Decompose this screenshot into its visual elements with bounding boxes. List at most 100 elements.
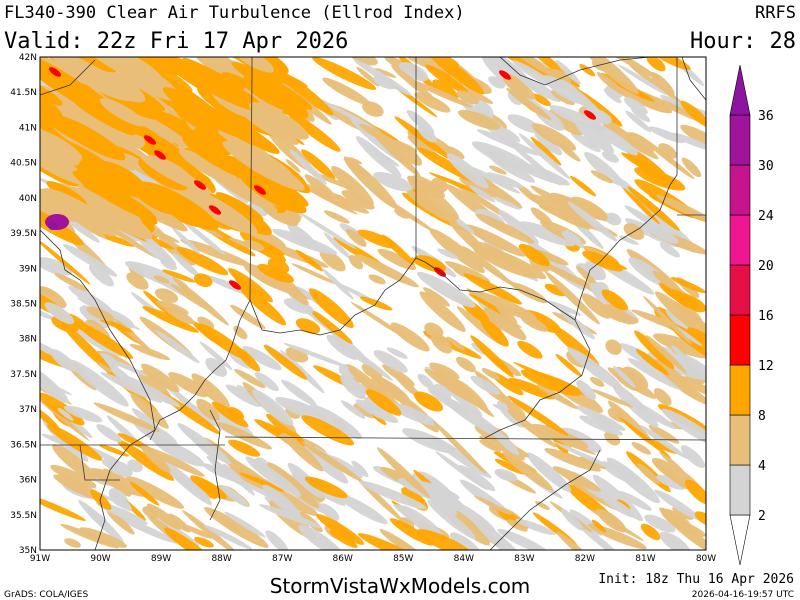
- turbulence-streak: [373, 75, 398, 90]
- colorbar-segment: [729, 114, 751, 166]
- turbulence-streak: [357, 229, 398, 249]
- turbulence-streak: [659, 242, 680, 258]
- turbulence-streak: [79, 527, 128, 548]
- turbulence-streak: [671, 345, 690, 363]
- turbulence-streak: [225, 384, 262, 408]
- colorbar-segment: [729, 314, 751, 366]
- turbulence-streak: [90, 468, 149, 497]
- turbulence-streak: [653, 388, 672, 406]
- turbulence-streak: [355, 399, 399, 424]
- turbulence-streak: [50, 464, 97, 489]
- turbulence-streak: [228, 439, 261, 457]
- turbulence-streak: [494, 301, 518, 325]
- turbulence-streak: [348, 255, 364, 270]
- turbulence-streak: [486, 172, 524, 189]
- turbulence-streak: [544, 448, 601, 472]
- turbulence-streak: [222, 141, 305, 191]
- turbulence-streak: [651, 57, 691, 71]
- turbulence-streak: [659, 531, 691, 550]
- turbulence-streak: [642, 295, 693, 345]
- lat-label: 41N: [19, 123, 37, 133]
- turbulence-core: [499, 70, 511, 80]
- turbulence-streak: [655, 194, 706, 223]
- turbulence-streak: [172, 252, 202, 279]
- turbulence-streak: [476, 213, 535, 244]
- turbulence-streak: [93, 402, 160, 432]
- turbulence-streak: [137, 234, 170, 263]
- turbulence-streak: [458, 465, 496, 492]
- credit: GrADS: COLA/IGES: [4, 590, 88, 600]
- turbulence-streak: [162, 87, 249, 139]
- turbulence-streak: [365, 389, 402, 416]
- turbulence-streak: [60, 523, 119, 549]
- turbulence-streak: [283, 298, 314, 314]
- turbulence-streak: [298, 212, 357, 250]
- turbulence-streak: [489, 165, 507, 175]
- turbulence-streak: [645, 335, 687, 374]
- turbulence-streak: [416, 528, 475, 550]
- turbulence-streak: [353, 403, 377, 419]
- turbulence-streak: [429, 362, 460, 380]
- map-title: FL340-390 Clear Air Turbulence (Ellrod I…: [4, 3, 465, 23]
- turbulence-streak: [545, 271, 600, 325]
- lon-label: 90W: [90, 554, 110, 564]
- turbulence-streak: [180, 523, 214, 539]
- turbulence-streak: [456, 90, 479, 105]
- turbulence-streak: [576, 380, 597, 400]
- turbulence-streak: [245, 456, 302, 497]
- turbulence-streak: [64, 217, 100, 243]
- turbulence-streak: [517, 340, 543, 359]
- turbulence-streak: [411, 80, 473, 108]
- turbulence-streak: [430, 333, 453, 354]
- turbulence-streak: [326, 334, 358, 360]
- turbulence-streak: [96, 362, 113, 373]
- colorbar-segment: [729, 364, 751, 416]
- turbulence-streak: [130, 482, 160, 506]
- turbulence-streak: [446, 336, 465, 351]
- turbulence-streak: [673, 374, 706, 400]
- turbulence-streak: [41, 188, 119, 236]
- turbulence-streak: [550, 90, 575, 106]
- turbulence-streak: [406, 109, 435, 134]
- turbulence-streak: [531, 123, 577, 151]
- turbulence-streak: [661, 408, 706, 448]
- turbulence-streak: [184, 57, 233, 73]
- turbulence-streak: [425, 64, 469, 94]
- turbulence-streak: [536, 384, 578, 409]
- turbulence-streak: [584, 151, 623, 186]
- lon-label: 91W: [30, 554, 50, 564]
- turbulence-streak: [635, 349, 669, 376]
- turbulence-core: [254, 185, 266, 195]
- turbulence-core: [48, 222, 58, 230]
- turbulence-streak: [139, 181, 219, 231]
- turbulence-streak: [285, 159, 301, 173]
- turbulence-streak: [519, 314, 548, 332]
- turbulence-streak: [46, 424, 103, 461]
- colorbar-label: 16: [758, 309, 774, 324]
- turbulence-streak: [40, 305, 60, 322]
- turbulence-streak: [534, 131, 563, 156]
- turbulence-streak: [385, 401, 438, 426]
- turbulence-streak: [40, 362, 69, 404]
- turbulence-streak: [669, 519, 706, 537]
- turbulence-streak: [361, 363, 383, 379]
- turbulence-streak: [169, 283, 206, 309]
- turbulence-streak: [262, 484, 302, 519]
- turbulence-streak: [142, 446, 205, 477]
- turbulence-streak: [319, 503, 340, 521]
- turbulence-streak: [548, 109, 583, 136]
- turbulence-streak: [373, 375, 410, 402]
- turbulence-streak: [323, 232, 351, 259]
- turbulence-streak: [74, 321, 134, 359]
- turbulence-streak: [40, 132, 80, 166]
- turbulence-streak: [386, 347, 408, 359]
- turbulence-streak: [257, 263, 295, 283]
- turbulence-streak: [263, 344, 308, 380]
- turbulence-streak: [182, 510, 240, 550]
- turbulence-streak: [656, 474, 686, 490]
- turbulence-streak: [654, 489, 701, 521]
- turbulence-streak: [177, 423, 232, 465]
- turbulence-streak: [508, 377, 555, 400]
- turbulence-streak: [106, 509, 135, 535]
- site-name: StormVistaWxModels.com: [270, 574, 531, 598]
